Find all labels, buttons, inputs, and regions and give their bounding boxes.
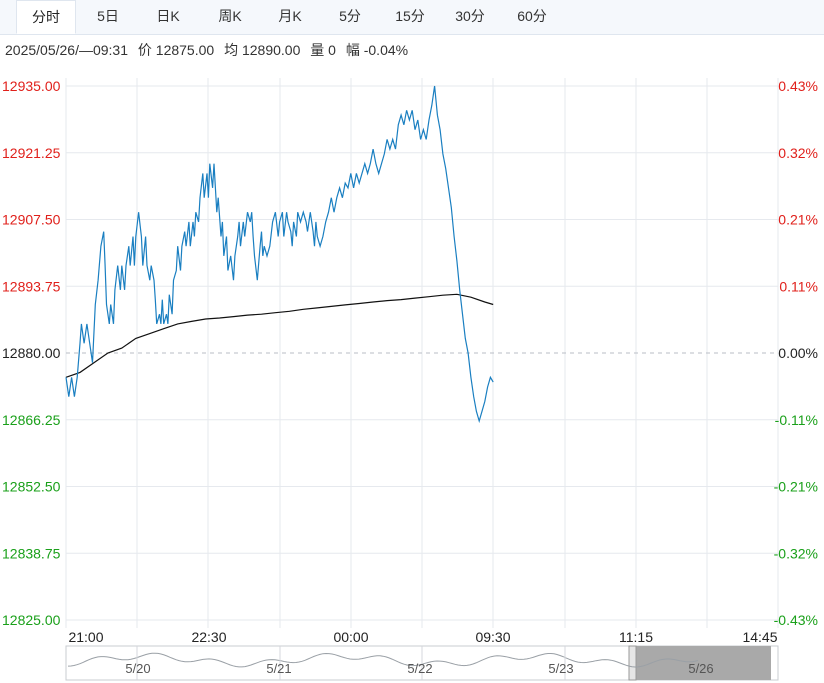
y-tick-left: 12825.00 [2, 612, 61, 628]
y-tick-left: 12921.25 [2, 145, 61, 161]
quote-change: 幅 -0.04% [345, 42, 409, 58]
navigator-selection [636, 646, 771, 680]
y-tick-right: 0.43% [778, 78, 818, 94]
navigator-date-label: 5/21 [266, 661, 291, 676]
x-tick: 22:30 [191, 629, 226, 645]
tab-daily-k[interactable]: 日K [156, 8, 180, 24]
y-tick-right: -0.11% [775, 412, 818, 428]
tab-15min[interactable]: 15分 [395, 8, 425, 24]
x-tick: 11:15 [619, 629, 653, 645]
chart-grid [65, 78, 779, 628]
y-tick-left: 12866.25 [2, 412, 61, 428]
y-tick-left: 12880.00 [2, 345, 61, 361]
x-tick: 00:00 [333, 629, 368, 645]
y-tick-right: -0.32% [774, 545, 818, 561]
y-tick-right: -0.21% [774, 479, 818, 495]
tab-5min[interactable]: 5分 [339, 8, 361, 24]
quote-volume: 量 0 [310, 42, 336, 58]
tab-monthly-k[interactable]: 月K [278, 8, 302, 24]
tab-30min[interactable]: 30分 [455, 8, 485, 24]
x-axis: 21:00 22:30 00:00 09:30 11:15 14:45 [68, 629, 777, 645]
y-tick-left: 12935.00 [2, 78, 61, 94]
price-line [65, 85, 494, 424]
x-tick: 21:00 [68, 629, 103, 645]
average-price-line [65, 293, 494, 378]
x-tick: 09:30 [475, 629, 510, 645]
navigator-date-label: 5/20 [125, 661, 150, 676]
quote-average: 均 12890.00 [224, 42, 301, 58]
period-tabs: 分时 5日 日K 周K 月K 5分 15分 30分 60分 [0, 0, 824, 35]
y-axis-right: 0.43% 0.32% 0.21% 0.11% 0.00% -0.11% -0.21% -0.… [774, 78, 818, 628]
y-tick-left: 12907.50 [2, 212, 61, 228]
navigator-sparkline [67, 652, 699, 668]
time-navigator[interactable]: 5/20 5/21 5/22 5/23 5/26 [65, 645, 779, 681]
tab-intraday[interactable]: 分时 [16, 0, 76, 34]
navigator-date-label: 5/23 [548, 661, 573, 676]
navigator-handle [628, 645, 637, 681]
y-tick-right: -0.43% [774, 612, 818, 628]
tab-weekly-k[interactable]: 周K [218, 8, 242, 24]
y-tick-left: 12893.75 [2, 278, 61, 294]
quote-price: 价 12875.00 [137, 42, 215, 58]
y-tick-right: 0.21% [778, 212, 818, 228]
y-tick-right: 0.32% [778, 145, 818, 161]
navigator-date-label: 5/22 [407, 661, 432, 676]
y-tick-left: 12852.50 [2, 479, 61, 495]
tab-5day[interactable]: 5日 [97, 8, 119, 24]
y-tick-right: 0.00% [778, 345, 818, 361]
quote-info-bar: 2025/05/26/—09:31 价 12875.00 均 12890.00 … [5, 40, 414, 60]
y-axis-left: 12935.00 12921.25 12907.50 12893.75 12880.00… [2, 78, 61, 628]
x-tick: 14:45 [742, 629, 777, 645]
navigator-date-label: 5/26 [688, 661, 713, 676]
y-tick-left: 12838.75 [2, 545, 61, 561]
quote-datetime: 2025/05/26/—09:31 [5, 42, 128, 58]
y-tick-right: 0.11% [779, 278, 818, 294]
tab-60min[interactable]: 60分 [517, 8, 547, 24]
